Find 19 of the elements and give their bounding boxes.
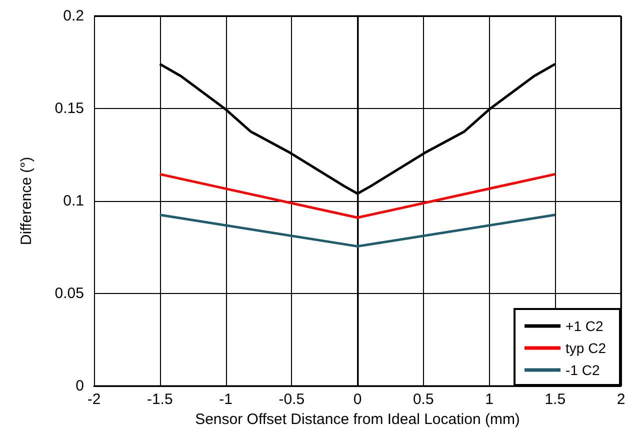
- x-tick-label: 1.5: [544, 391, 566, 408]
- x-axis-title: Sensor Offset Distance from Ideal Location (mm): [195, 410, 520, 428]
- x-tick-label: -0.5: [278, 391, 305, 408]
- x-tick-label: -1: [219, 391, 232, 408]
- legend-label: +1 C2: [566, 318, 604, 334]
- x-tick-label: -2: [87, 391, 101, 408]
- x-tick-label: -1.5: [146, 391, 173, 408]
- x-tick-label: 0.5: [412, 391, 434, 408]
- x-tick-label: 1: [485, 391, 494, 408]
- x-tick-label: 2: [616, 391, 626, 408]
- y-tick-label: 0.2: [63, 8, 84, 24]
- x-tick-label: 0: [353, 391, 362, 408]
- legend-label: typ C2: [566, 340, 606, 356]
- y-axis-title: Difference (°): [18, 156, 35, 246]
- y-tick-label: 0.05: [54, 285, 84, 302]
- y-tick-label: 0: [76, 378, 84, 394]
- legend-label: -1 C2: [566, 362, 600, 378]
- y-tick-label: 0.1: [63, 192, 84, 210]
- y-tick-label: 0.15: [54, 100, 84, 117]
